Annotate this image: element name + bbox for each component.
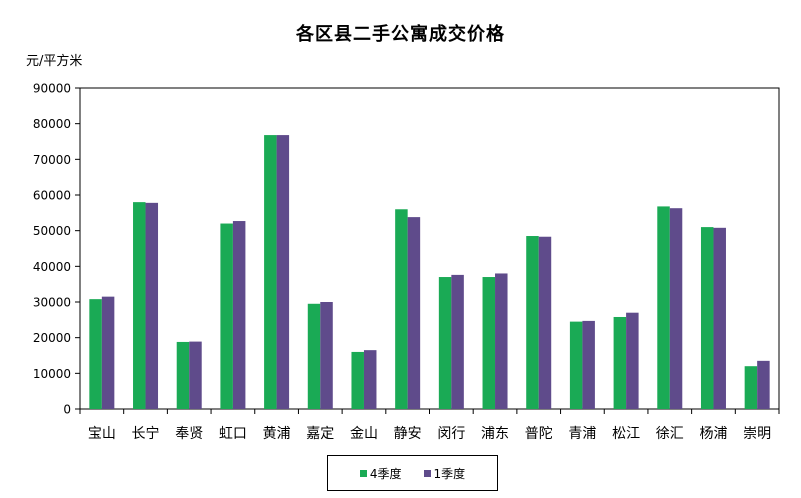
bar-series-2 bbox=[538, 236, 552, 409]
x-category-label: 宝山 bbox=[88, 426, 116, 442]
y-tick-label: 30000 bbox=[33, 296, 71, 310]
bar-series-1 bbox=[176, 341, 190, 409]
legend-label-series-1: 4季度 bbox=[369, 466, 402, 481]
bar-series-2 bbox=[407, 217, 421, 409]
bars bbox=[89, 135, 770, 409]
bar-series-1 bbox=[220, 223, 233, 409]
x-axis: 宝山 长宁 奉贤 虹口 黄浦 嘉定 金山 静安 闵行 浦东 普陀 青浦 松江 徐汇 杨浦 崇明 bbox=[79, 409, 780, 442]
bar-series-1 bbox=[89, 299, 102, 409]
y-tick-label: 40000 bbox=[33, 260, 71, 274]
chart-title: 各区县二手公寓成交价格 bbox=[296, 24, 505, 45]
legend-item-series-1: 4季度 bbox=[359, 465, 402, 482]
x-category-label: 嘉定 bbox=[306, 426, 334, 442]
y-tick-label: 70000 bbox=[33, 153, 71, 167]
bar-series-2 bbox=[232, 221, 246, 409]
bar-series-2 bbox=[495, 273, 508, 409]
x-category-label: 浦东 bbox=[481, 426, 509, 442]
bar-series-2 bbox=[363, 350, 377, 409]
y-tick-label: 60000 bbox=[33, 189, 71, 203]
legend-swatch-series-2 bbox=[423, 469, 431, 477]
y-tick-label: 10000 bbox=[33, 367, 71, 381]
x-category-label: 闵行 bbox=[437, 426, 465, 442]
bar-series-2 bbox=[145, 202, 159, 409]
x-category-label: 静安 bbox=[394, 426, 422, 442]
y-tick-label: 20000 bbox=[33, 331, 71, 345]
bar-series-1 bbox=[264, 135, 277, 409]
bar-series-1 bbox=[351, 351, 364, 409]
y-axis-unit-label: 元/平方米 bbox=[26, 54, 83, 69]
bar-series-2 bbox=[101, 296, 115, 409]
bar-series-1 bbox=[307, 303, 321, 409]
legend-swatch-series-1 bbox=[359, 469, 367, 477]
bar-series-1 bbox=[395, 209, 408, 409]
bar-series-1 bbox=[569, 321, 583, 409]
bar-series-2 bbox=[189, 341, 202, 409]
bar-series-1 bbox=[438, 277, 452, 409]
bar-series-2 bbox=[713, 227, 726, 409]
legend-item-series-2: 1季度 bbox=[423, 465, 466, 482]
x-category-label: 杨浦 bbox=[699, 426, 727, 442]
x-category-label: 奉贤 bbox=[175, 426, 203, 442]
x-category-label: 崇明 bbox=[743, 426, 771, 442]
x-category-label: 普陀 bbox=[525, 426, 553, 442]
y-tick-label: 80000 bbox=[33, 117, 71, 131]
bar-series-2 bbox=[669, 208, 683, 409]
legend-label-series-2: 1季度 bbox=[433, 466, 466, 481]
bar-series-1 bbox=[613, 316, 627, 409]
bar-series-2 bbox=[451, 274, 464, 409]
bar-series-2 bbox=[276, 135, 290, 409]
bar-series-1 bbox=[744, 366, 758, 409]
y-axis: 0 10000 20000 30000 40000 50000 60000 70000 8000… bbox=[33, 82, 80, 417]
legend: 4季度 1季度 bbox=[327, 455, 498, 491]
bar-series-2 bbox=[320, 302, 333, 409]
x-category-label: 金山 bbox=[350, 426, 378, 442]
bar-series-2 bbox=[757, 360, 770, 409]
x-category-label: 徐汇 bbox=[656, 426, 684, 442]
y-tick-label: 90000 bbox=[33, 82, 71, 96]
x-category-label: 虹口 bbox=[219, 426, 247, 442]
bar-series-2 bbox=[626, 312, 639, 409]
x-category-label: 松江 bbox=[612, 426, 640, 442]
x-category-label: 长宁 bbox=[132, 425, 160, 442]
x-category-label: 黄浦 bbox=[263, 425, 291, 442]
bar-series-1 bbox=[657, 206, 670, 409]
y-tick-label: 50000 bbox=[33, 224, 71, 238]
bar-series-1 bbox=[133, 202, 146, 409]
bar-series-1 bbox=[526, 236, 539, 409]
bar-series-1 bbox=[700, 227, 714, 409]
y-tick-label: 0 bbox=[63, 403, 71, 417]
bar-series-1 bbox=[482, 277, 496, 409]
bar-series-2 bbox=[582, 320, 595, 409]
x-category-label: 青浦 bbox=[568, 426, 596, 442]
